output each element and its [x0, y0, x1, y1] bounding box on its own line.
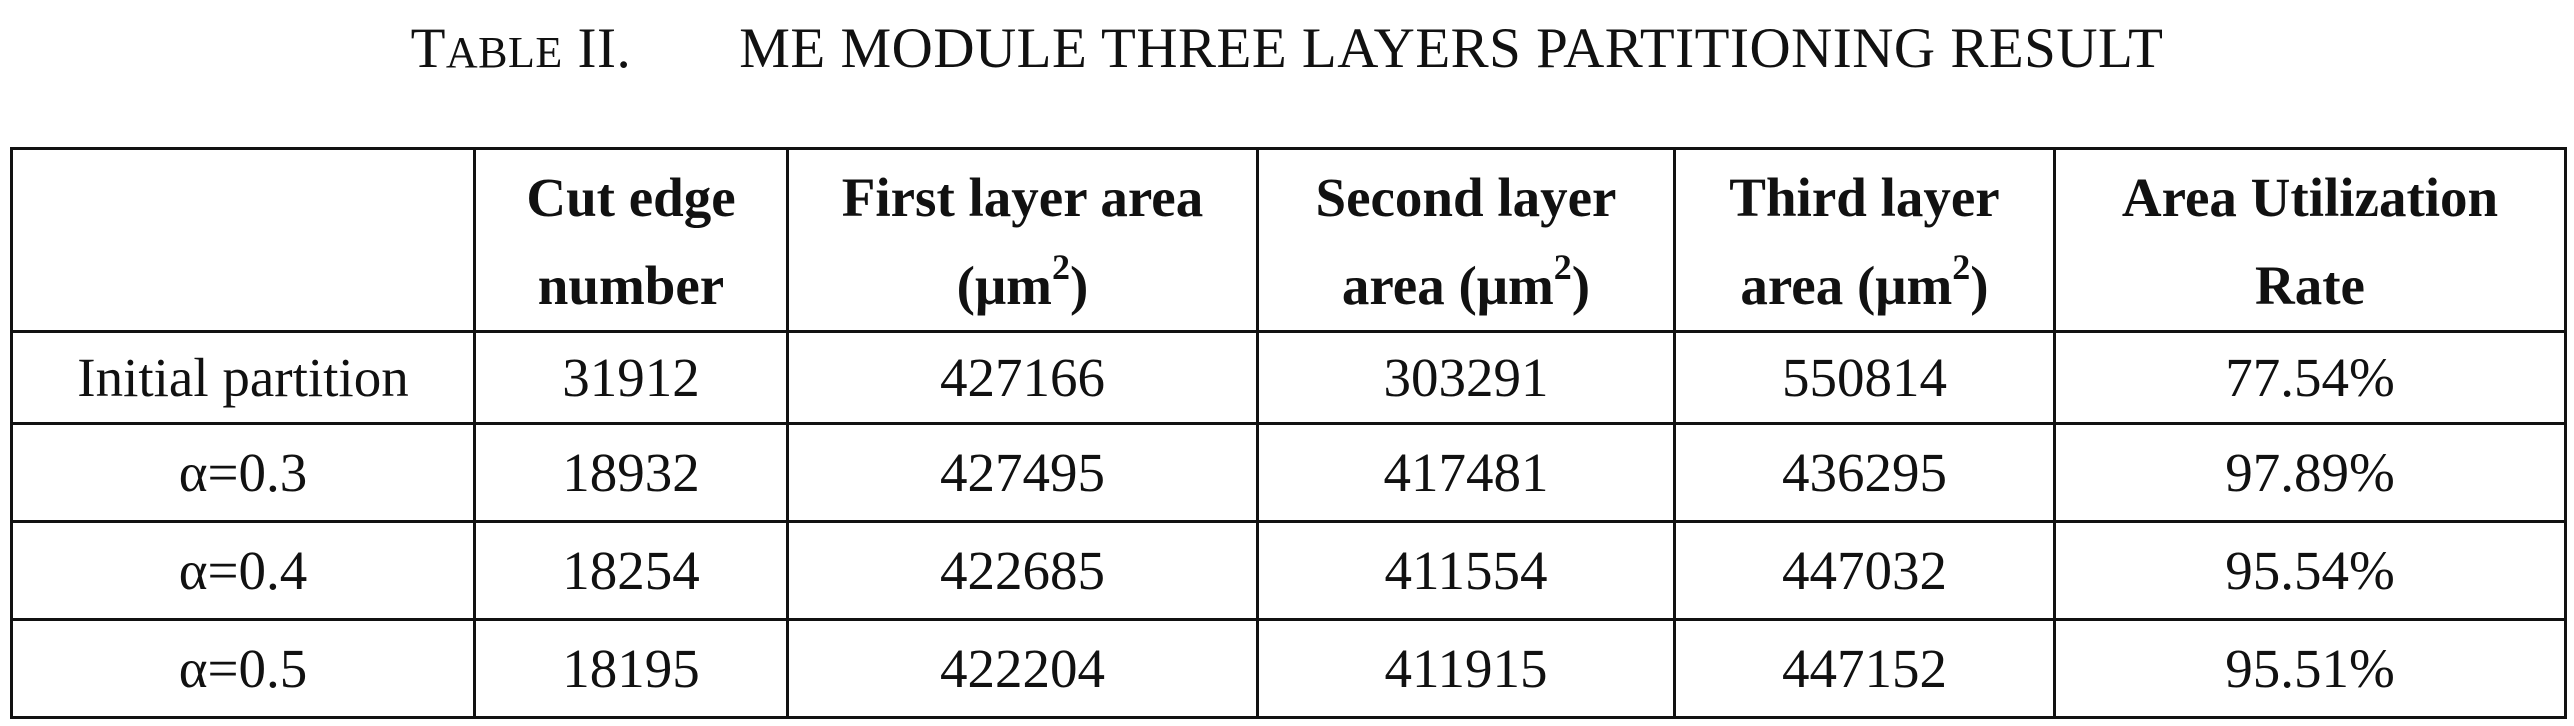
header-line: Third layer	[1729, 167, 2000, 228]
first-layer-area-cell: 427166	[786, 330, 1259, 425]
third-layer-area-cell: 550814	[1673, 330, 2056, 425]
first-layer-area-cell: 422685	[786, 520, 1259, 621]
header-unit-text: area (μm	[1341, 255, 1554, 316]
partition-result-table: Cut edge number First layer area (μm2) S…	[10, 147, 2567, 719]
row-label-cell: α=0.4	[10, 520, 476, 621]
table-label-initial: T	[410, 17, 446, 80]
header-line-unit: (μm2)	[789, 242, 1256, 330]
third-layer-area-cell: 436295	[1673, 422, 2056, 523]
header-line: number	[537, 255, 725, 316]
header-third-layer-area: Third layer area (μm2)	[1673, 147, 2056, 333]
first-layer-area-cell: 422204	[786, 618, 1259, 719]
header-line: Second layer	[1315, 167, 1617, 228]
header-unit-exponent: 2	[1952, 246, 1971, 287]
header-unit-close: )	[1970, 255, 1989, 316]
cut-edge-number-cell: 31912	[473, 330, 789, 425]
second-layer-area-cell: 411915	[1256, 618, 1676, 719]
table-label-rest: ABLE	[445, 28, 563, 77]
cut-edge-number-cell: 18254	[473, 520, 789, 621]
third-layer-area-cell: 447032	[1673, 520, 2056, 621]
header-line-unit: area (μm2)	[1259, 242, 1673, 330]
table-row: Initial partition 31912 427166 303291 55…	[10, 330, 2567, 425]
second-layer-area-cell: 417481	[1256, 422, 1676, 523]
row-label-cell: Initial partition	[10, 330, 476, 425]
first-layer-area-cell: 427495	[786, 422, 1259, 523]
header-line: Cut edge	[526, 167, 736, 228]
area-utilization-rate-cell: 95.51%	[2053, 618, 2567, 719]
header-row: Cut edge number First layer area (μm2) S…	[10, 147, 2567, 333]
table-row: α=0.4 18254 422685 411554 447032 95.54%	[10, 520, 2567, 621]
third-layer-area-cell: 447152	[1673, 618, 2056, 719]
area-utilization-rate-cell: 77.54%	[2053, 330, 2567, 425]
header-unit-text: area (μm	[1740, 255, 1953, 316]
second-layer-area-cell: 411554	[1256, 520, 1676, 621]
header-line: Area Utilization	[2121, 167, 2499, 228]
header-unit-text: (μm	[956, 255, 1052, 316]
second-layer-area-cell: 303291	[1256, 330, 1676, 425]
table-number: II.	[577, 17, 632, 80]
table-title: ME MODULE THREE LAYERS PARTITIONING RESU…	[739, 17, 2164, 80]
header-unit-close: )	[1571, 255, 1591, 316]
header-area-utilization-rate: Area Utilization Rate	[2053, 147, 2567, 333]
header-unit-exponent: 2	[1051, 246, 1070, 287]
area-utilization-rate-cell: 97.89%	[2053, 422, 2567, 523]
header-line: First layer area	[841, 167, 1204, 228]
table-caption: TABLE II. ME MODULE THREE LAYERS PARTITIO…	[0, 14, 2574, 84]
header-first-layer-area: First layer area (μm2)	[786, 147, 1259, 333]
header-cut-edge-number: Cut edge number	[473, 147, 789, 333]
header-second-layer-area: Second layer area (μm2)	[1256, 147, 1676, 333]
cut-edge-number-cell: 18195	[473, 618, 789, 719]
table-label: TABLE II.	[411, 14, 632, 88]
header-line: Rate	[2255, 255, 2365, 316]
header-line-unit: area (μm2)	[1676, 242, 2053, 330]
table-row: α=0.3 18932 427495 417481 436295 97.89%	[10, 422, 2567, 523]
table-row: α=0.5 18195 422204 411915 447152 95.51%	[10, 618, 2567, 719]
header-unit-close: )	[1069, 255, 1089, 316]
row-label-cell: α=0.5	[10, 618, 476, 719]
row-label-cell: α=0.3	[10, 422, 476, 523]
area-utilization-rate-cell: 95.54%	[2053, 520, 2567, 621]
header-unit-exponent: 2	[1553, 246, 1572, 287]
header-corner-cell	[10, 147, 476, 333]
cut-edge-number-cell: 18932	[473, 422, 789, 523]
